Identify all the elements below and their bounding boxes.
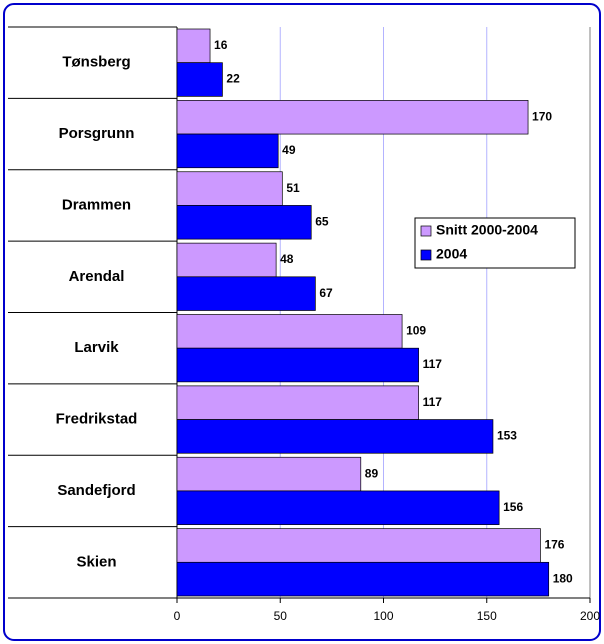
value-label: 51 [286, 181, 300, 195]
x-tick-label: 0 [174, 609, 181, 623]
bar [176, 456, 362, 492]
value-label: 49 [282, 143, 296, 157]
category-label: Tønsberg [62, 54, 130, 71]
category-label: Arendal [69, 268, 125, 285]
bar [176, 28, 211, 64]
bar [176, 100, 529, 135]
legend-box [414, 217, 576, 269]
bar [176, 385, 419, 420]
x-tick-label: 50 [274, 609, 288, 623]
legend-label: 2004 [436, 246, 467, 262]
value-label: 16 [214, 38, 228, 52]
legend-swatch [420, 249, 432, 261]
category-label: Fredrikstad [56, 411, 138, 428]
value-label: 65 [315, 214, 329, 228]
bar [176, 171, 283, 206]
bar [176, 528, 541, 563]
legend-swatch [420, 225, 432, 237]
bar [176, 242, 277, 278]
value-label: 22 [226, 72, 240, 86]
bar [176, 561, 550, 597]
x-tick-label: 150 [477, 609, 497, 623]
bar [176, 205, 312, 240]
value-label: 48 [280, 252, 294, 266]
category-label: Drammen [62, 196, 131, 213]
value-label: 176 [544, 538, 564, 552]
value-label: 170 [532, 109, 552, 123]
bar [176, 347, 419, 383]
legend-label: Snitt 2000-2004 [436, 222, 538, 238]
category-label: Porsgrunn [59, 125, 135, 142]
value-label: 156 [503, 500, 523, 514]
category-label: Skien [76, 553, 116, 570]
bar [176, 276, 316, 311]
value-label: 109 [406, 324, 426, 338]
bar [176, 419, 494, 454]
bar [176, 314, 403, 349]
category-label: Larvik [74, 339, 119, 356]
bar [176, 490, 500, 525]
value-label: 67 [319, 286, 333, 300]
category-label: Sandefjord [57, 482, 135, 499]
value-label: 153 [497, 429, 517, 443]
value-label: 117 [423, 357, 443, 371]
x-tick-label: 100 [373, 609, 393, 623]
value-label: 89 [365, 466, 379, 480]
x-tick-label: 200 [580, 609, 600, 623]
value-label: 180 [553, 571, 573, 585]
value-label: 117 [423, 395, 443, 409]
bar [176, 62, 223, 97]
bar [176, 133, 279, 169]
